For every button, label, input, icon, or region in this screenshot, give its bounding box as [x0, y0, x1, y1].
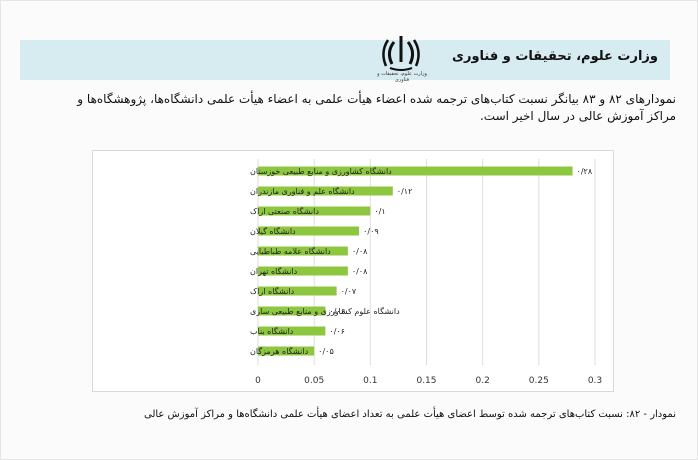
bar: [258, 166, 573, 176]
x-tick-label: 0.25: [529, 376, 549, 386]
bar: [258, 206, 371, 216]
bar-chart: 0 0.05 0.1 0.15 0.2 0.25 0.3 دانشگاه کشاورزی و …: [250, 159, 602, 386]
intro-paragraph: نمودارهای ۸۲ و ۸۳ بیانگر نسبت کتاب‌های ت…: [77, 92, 676, 123]
category-label: دانشگاه علوم کشاورزی و منابع طبیعی ساری: [250, 306, 400, 316]
value-label: ۰/۲۸: [577, 167, 593, 176]
bar: [258, 306, 326, 316]
bar: [258, 186, 393, 196]
category-label: دانشگاه بناب: [250, 326, 294, 336]
x-tick-label: 0.15: [416, 376, 436, 386]
category-label: دانشگاه کشاورزی و منابع طبیعی خوزستان: [250, 166, 392, 176]
value-label: ۰/۰۵: [318, 347, 334, 356]
value-label: ۰/۰۷: [341, 287, 357, 296]
category-label: دانشگاه تهران: [250, 266, 298, 276]
x-tick-label: 0.3: [588, 376, 602, 386]
iran-emblem-icon: [382, 36, 420, 71]
category-label: دانشگاه علم و فناوری مازندران: [250, 186, 355, 196]
bar: [258, 226, 360, 236]
category-label: دانشگاه علامه طباطبایی: [250, 246, 331, 256]
bar: [258, 246, 348, 256]
value-label: ۰/۰۶: [329, 307, 345, 316]
category-label: دانشگاه گیلان: [250, 226, 296, 236]
category-label: دانشگاه هرمزگان: [250, 346, 309, 356]
chart-container: 0 0.05 0.1 0.15 0.2 0.25 0.3 دانشگاه کشاورزی و …: [92, 150, 614, 392]
bar: [258, 266, 348, 276]
category-label: دانشگاه صنعتی اراک: [250, 206, 319, 216]
x-tick-label: 0.1: [363, 376, 377, 386]
chart-caption: نمودار - ۸۲: نسبت کتاب‌های ترجمه شده توس…: [143, 409, 676, 420]
x-tick-label: 0.2: [476, 376, 490, 386]
value-label: ۰/۰۶: [329, 327, 345, 336]
bar: [258, 326, 326, 336]
bar: [258, 286, 337, 296]
category-label: دانشگاه اراک: [250, 286, 295, 296]
x-tick-label: 0: [255, 376, 261, 386]
value-label: ۰/۰۸: [352, 267, 368, 276]
logo-caption: وزارت علوم، تحقیقات و فناوری: [377, 71, 427, 83]
value-label: ۰/۰۹: [363, 227, 379, 236]
value-label: ۰/۰۸: [352, 247, 368, 256]
page-title: وزارت علوم، تحقیقات و فناوری: [452, 49, 658, 64]
x-tick-label: 0.05: [304, 376, 324, 386]
bar: [258, 346, 315, 356]
value-label: ۰/۱: [374, 207, 385, 216]
value-label: ۰/۱۲: [397, 187, 413, 196]
header-band: [20, 40, 670, 80]
